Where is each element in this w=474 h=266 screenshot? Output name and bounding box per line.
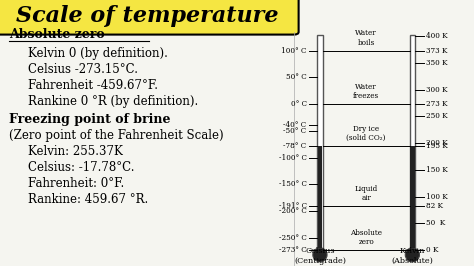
Bar: [318, 146, 322, 248]
Bar: [317, 35, 323, 248]
Text: Absolute zero: Absolute zero: [9, 28, 105, 41]
Text: Kelvin: 255.37K: Kelvin: 255.37K: [28, 145, 123, 158]
Text: 100° C: 100° C: [281, 47, 307, 55]
Text: 373 K: 373 K: [426, 47, 447, 55]
Text: -78° C: -78° C: [283, 142, 307, 150]
Text: Scale of temperature: Scale of temperature: [16, 5, 278, 27]
Bar: [410, 146, 415, 248]
Text: Freezing point of brine: Freezing point of brine: [9, 113, 171, 126]
Bar: [410, 35, 415, 248]
Text: Kelvin
(Absolute): Kelvin (Absolute): [392, 247, 433, 265]
Text: Water
freezes: Water freezes: [353, 83, 379, 100]
Text: 0 K: 0 K: [426, 246, 438, 254]
Text: -100° C: -100° C: [279, 153, 307, 161]
Text: Celsius: -17.78°C.: Celsius: -17.78°C.: [28, 161, 135, 174]
Text: Celsius -273.15°C.: Celsius -273.15°C.: [28, 63, 138, 76]
Text: -250° C: -250° C: [279, 234, 307, 242]
Text: Rankine 0 °R (by definition).: Rankine 0 °R (by definition).: [28, 95, 199, 107]
Text: 50° C: 50° C: [286, 73, 307, 81]
Text: 400 K: 400 K: [426, 32, 447, 40]
Text: Liquid
air: Liquid air: [355, 185, 378, 202]
Text: 100 K: 100 K: [426, 193, 447, 201]
Text: (Zero point of the Fahrenheit Scale): (Zero point of the Fahrenheit Scale): [9, 129, 224, 142]
Text: 195 K: 195 K: [426, 142, 447, 150]
Text: -150° C: -150° C: [279, 180, 307, 188]
Text: 273 K: 273 K: [426, 100, 447, 108]
Text: -200° C: -200° C: [279, 207, 307, 215]
Text: Fahrenheit: 0°F.: Fahrenheit: 0°F.: [28, 177, 125, 190]
Ellipse shape: [405, 248, 419, 262]
Text: Water
boils: Water boils: [356, 30, 377, 47]
Text: Fahrenheit -459.67°F.: Fahrenheit -459.67°F.: [28, 79, 158, 92]
Ellipse shape: [313, 248, 327, 262]
Text: 350 K: 350 K: [426, 59, 447, 67]
Text: Dry ice
(solid CO₂): Dry ice (solid CO₂): [346, 124, 386, 142]
Text: Absolute
zero: Absolute zero: [350, 229, 382, 246]
Text: 250 K: 250 K: [426, 113, 447, 120]
Text: Rankine: 459.67 °R.: Rankine: 459.67 °R.: [28, 193, 149, 206]
Text: 200 K: 200 K: [426, 139, 447, 147]
Text: 82 K: 82 K: [426, 202, 443, 210]
Text: -273° C: -273° C: [279, 246, 307, 254]
Text: Celsius
(Centigrade): Celsius (Centigrade): [294, 247, 346, 265]
Text: 150 K: 150 K: [426, 166, 447, 174]
Text: Kelvin 0 (by definition).: Kelvin 0 (by definition).: [28, 47, 168, 60]
Text: 0° C: 0° C: [291, 100, 307, 108]
Text: -50° C: -50° C: [283, 127, 307, 135]
Text: -40° C: -40° C: [283, 122, 307, 130]
Text: 50  K: 50 K: [426, 219, 445, 227]
Text: 300 K: 300 K: [426, 86, 447, 94]
Text: -191° C: -191° C: [279, 202, 307, 210]
FancyBboxPatch shape: [0, 0, 299, 35]
